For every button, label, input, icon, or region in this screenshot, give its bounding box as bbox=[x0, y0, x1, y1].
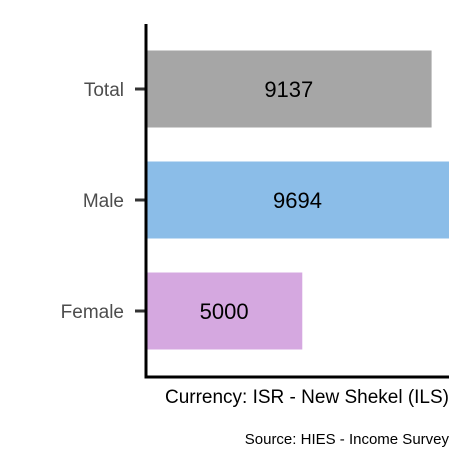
y-axis-ticks-group: Total Male Female bbox=[61, 80, 146, 323]
value-label-female: 5000 bbox=[200, 299, 249, 324]
bar-male bbox=[146, 161, 449, 239]
source-caption: Source: HIES - Income Survey bbox=[245, 431, 450, 448]
value-label-male: 9694 bbox=[273, 188, 322, 213]
y-tick-label-female: Female bbox=[61, 302, 124, 323]
y-tick-label-total: Total bbox=[84, 80, 124, 101]
bar-total bbox=[146, 50, 432, 128]
y-tick-label-male: Male bbox=[83, 191, 124, 212]
value-labels-group: 9137 9694 5000 bbox=[200, 77, 322, 324]
x-axis-title: Currency: ISR - New Shekel (ILS) bbox=[165, 387, 449, 408]
bars-group bbox=[146, 50, 449, 350]
bar-female bbox=[146, 272, 303, 350]
value-label-total: 9137 bbox=[264, 77, 313, 102]
